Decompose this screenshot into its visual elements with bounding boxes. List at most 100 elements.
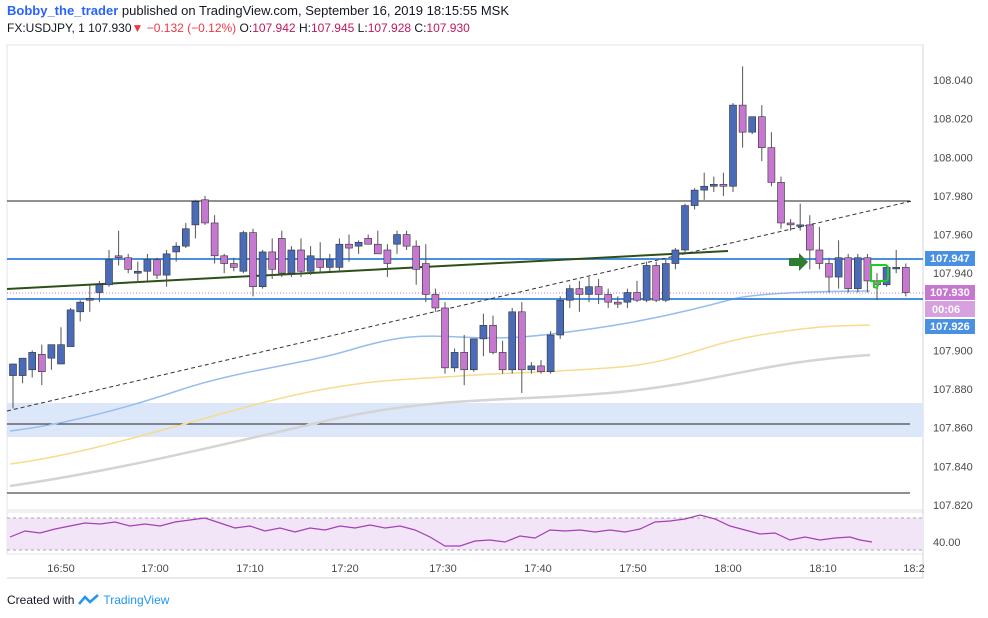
time-tick: 17:00	[141, 563, 169, 575]
level-tag-lower	[925, 319, 975, 334]
candle	[489, 315, 497, 355]
created-with: Created with	[7, 593, 75, 607]
candle	[47, 344, 56, 370]
close-label: C:	[414, 21, 427, 35]
time-tick: 17:10	[236, 563, 264, 575]
tradingview-link[interactable]: TradingView	[103, 593, 170, 607]
candle	[623, 288, 632, 308]
candle	[575, 280, 584, 312]
close-value: 107.930	[426, 21, 470, 35]
candle	[143, 253, 152, 281]
candle	[642, 261, 651, 303]
publish-info: published on TradingView.com, September …	[121, 3, 509, 18]
level-tag-lower-text: 107.926	[930, 321, 970, 333]
candle	[825, 257, 833, 293]
candle	[210, 215, 219, 264]
candle	[325, 253, 334, 272]
candle	[594, 278, 603, 305]
arrow-right-icon	[789, 253, 808, 271]
candle	[383, 244, 392, 278]
last-price: 107.930	[88, 21, 132, 35]
candle	[796, 203, 805, 231]
symbol-line: FX:USDJPY, 1 107.930▼ −0.132 (−0.12%) O:…	[7, 21, 470, 35]
author-link[interactable]: Bobby_the_trader	[7, 3, 119, 18]
down-arrow-icon: ▼	[131, 21, 144, 35]
candle	[892, 250, 901, 274]
candle	[546, 331, 555, 374]
time-tick: 16:50	[47, 563, 75, 575]
candle	[815, 226, 824, 270]
candle	[853, 253, 862, 293]
candle	[153, 257, 161, 279]
support-zone	[7, 403, 923, 437]
candle	[469, 338, 478, 372]
candle	[661, 259, 670, 303]
candle	[373, 230, 382, 255]
candle	[757, 105, 766, 162]
time-tick: 17:50	[619, 563, 647, 575]
high-label: H:	[298, 21, 311, 35]
time-tick: 18:2	[903, 563, 924, 575]
price-tick: 107.940	[933, 268, 973, 280]
candle	[402, 230, 411, 250]
tradingview-logo-icon	[78, 594, 100, 605]
candle	[604, 288, 613, 308]
candle	[354, 240, 363, 254]
candle	[633, 280, 641, 303]
countdown-text: 00:06	[932, 304, 960, 316]
candle	[844, 253, 853, 293]
candle	[306, 246, 315, 276]
candle	[268, 238, 277, 279]
time-tick: 18:00	[714, 563, 742, 575]
candle	[729, 103, 737, 193]
candle	[66, 307, 75, 347]
candle	[201, 195, 209, 225]
candle	[834, 240, 843, 289]
candle	[230, 257, 238, 272]
footer: Created with TradingView	[7, 593, 169, 607]
time-axis: 16:50 17:00 17:10 17:20 17:30 17:40 17:50 18:00…	[47, 563, 924, 575]
candle	[134, 261, 142, 283]
rsi-tick: 40.00	[933, 537, 961, 549]
candle	[76, 300, 84, 322]
candle	[863, 253, 872, 293]
candle	[508, 307, 517, 374]
candle	[441, 302, 449, 374]
open-label: O:	[239, 21, 253, 35]
candle	[719, 172, 728, 196]
candle	[556, 296, 565, 339]
price-axis: 107.820 107.840 107.860 107.880 107.900 107.9…	[933, 75, 973, 512]
candle	[498, 340, 507, 374]
low-label: L:	[357, 21, 368, 35]
time-tick: 17:20	[331, 563, 359, 575]
last-price-tag	[925, 285, 975, 300]
candle	[671, 248, 680, 270]
candle	[28, 350, 37, 378]
candle	[882, 265, 891, 287]
main-pane	[6, 44, 924, 511]
candle	[652, 261, 661, 303]
candle	[18, 357, 27, 384]
candle	[172, 242, 180, 262]
candle	[460, 335, 469, 386]
candle	[114, 230, 123, 266]
candle	[191, 199, 200, 239]
price-tick: 107.960	[933, 230, 973, 242]
price-change: −0.132 (−0.12%)	[146, 21, 237, 35]
candle	[182, 222, 190, 249]
candle	[767, 132, 776, 187]
candle	[239, 230, 248, 274]
candle	[585, 277, 593, 303]
symbol-name: FX:USDJPY, 1	[7, 21, 85, 35]
candle	[412, 240, 421, 285]
last-price-tag-text: 107.930	[930, 287, 970, 299]
candle	[681, 203, 689, 254]
candle	[777, 176, 785, 229]
candle	[37, 344, 46, 386]
candles	[9, 66, 910, 409]
candle	[690, 188, 699, 210]
candle	[709, 176, 718, 193]
countdown-tag	[925, 301, 975, 317]
time-tick: 18:10	[809, 563, 837, 575]
